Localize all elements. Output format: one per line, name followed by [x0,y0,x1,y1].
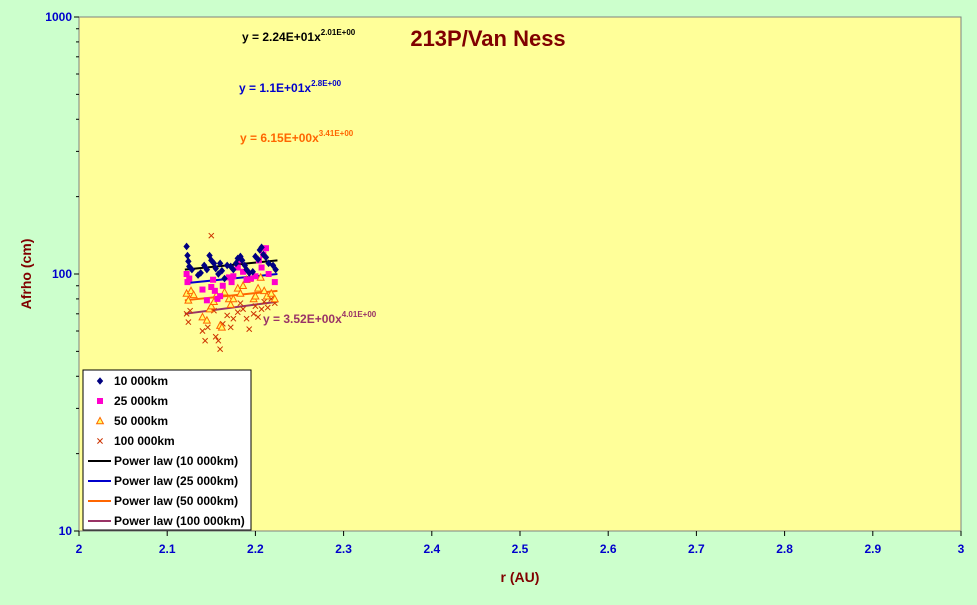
data-point [210,277,216,283]
y-tick-label: 100 [52,267,72,281]
data-point [199,287,205,293]
x-axis-label: r (AU) [501,569,540,585]
data-point [220,283,226,289]
x-tick-label: 2.4 [423,542,440,556]
legend-label: Power law (100 000km) [114,514,245,528]
x-tick-label: 2.9 [864,542,881,556]
data-point [266,271,272,277]
legend-label: 50 000km [114,414,168,428]
x-tick-label: 2.7 [688,542,705,556]
y-axis-label: Afrho (cm) [18,239,34,310]
data-point [217,293,223,299]
x-tick-label: 2.6 [600,542,617,556]
data-point [204,297,210,303]
legend-label: Power law (50 000km) [114,494,238,508]
y-tick-label: 10 [59,524,73,538]
y-tick-label: 1000 [45,10,72,24]
data-point [186,276,192,282]
legend-label: Power law (10 000km) [114,454,238,468]
data-point [272,279,278,285]
legend-label: 10 000km [114,374,168,388]
data-point [230,273,236,279]
legend: 10 000km 25 000km 50 000km 100 000km Power l… [83,370,251,530]
x-tick-label: 2.5 [512,542,529,556]
x-tick-label: 3 [958,542,965,556]
data-point [229,279,235,285]
legend-label: 25 000km [114,394,168,408]
x-tick-label: 2.1 [159,542,176,556]
x-tick-label: 2.8 [776,542,793,556]
data-point [259,264,265,270]
legend-label: 100 000km [114,434,175,448]
chart-title: 213P/Van Ness [410,26,565,51]
legend-label: Power law (25 000km) [114,474,238,488]
x-tick-label: 2 [76,542,83,556]
x-tick-label: 2.2 [247,542,264,556]
x-tick-label: 2.3 [335,542,352,556]
legend-marker [97,398,103,404]
data-point [212,288,218,294]
